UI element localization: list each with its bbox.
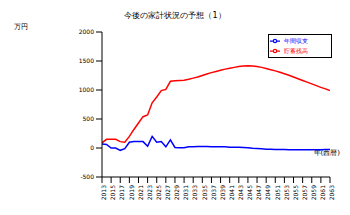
- svg-text:2000: 2000: [79, 28, 94, 35]
- html-text:貯蓄残高: 貯蓄残高: [284, 46, 308, 54]
- html-text:今後の家計状況の予想（1）: 今後の家計状況の予想（1）: [124, 11, 226, 20]
- svg-text:2043: 2043: [237, 185, 244, 200]
- svg-text:2051: 2051: [274, 185, 281, 200]
- svg-text:2039: 2039: [219, 185, 226, 200]
- svg-text:2053: 2053: [283, 185, 290, 200]
- svg-text:2023: 2023: [146, 185, 153, 200]
- svg-text:2049: 2049: [264, 185, 271, 200]
- svg-text:2019: 2019: [128, 185, 135, 200]
- svg-text:2057: 2057: [301, 185, 308, 200]
- svg-text:2031: 2031: [182, 185, 189, 200]
- html-text:年(西暦): 年(西暦): [313, 149, 340, 157]
- svg-text:2021: 2021: [137, 185, 144, 200]
- svg-text:2035: 2035: [201, 185, 208, 200]
- svg-text:2015: 2015: [109, 185, 116, 200]
- svg-text:2061: 2061: [319, 185, 326, 200]
- svg-text:2037: 2037: [210, 185, 217, 200]
- svg-text:1500: 1500: [79, 57, 94, 64]
- svg-text:2041: 2041: [228, 185, 235, 200]
- svg-text:2025: 2025: [155, 185, 162, 200]
- svg-text:2027: 2027: [164, 185, 171, 200]
- html-text:年間収支: 年間収支: [284, 36, 308, 44]
- html-text:万円: 万円: [14, 23, 28, 31]
- svg-text:2055: 2055: [292, 185, 299, 200]
- svg-text:2017: 2017: [118, 185, 125, 200]
- svg-text:2033: 2033: [191, 185, 198, 200]
- svg-text:500: 500: [83, 115, 95, 122]
- svg-text:2029: 2029: [173, 185, 180, 200]
- svg-text:0: 0: [90, 144, 94, 151]
- svg-text:2013: 2013: [100, 185, 107, 200]
- svg-text:2063: 2063: [328, 185, 335, 200]
- svg-text:2045: 2045: [246, 185, 253, 200]
- svg-text:-500: -500: [80, 173, 94, 180]
- svg-text:2059: 2059: [310, 185, 317, 200]
- svg-text:2047: 2047: [255, 185, 262, 200]
- svg-text:1000: 1000: [79, 86, 94, 93]
